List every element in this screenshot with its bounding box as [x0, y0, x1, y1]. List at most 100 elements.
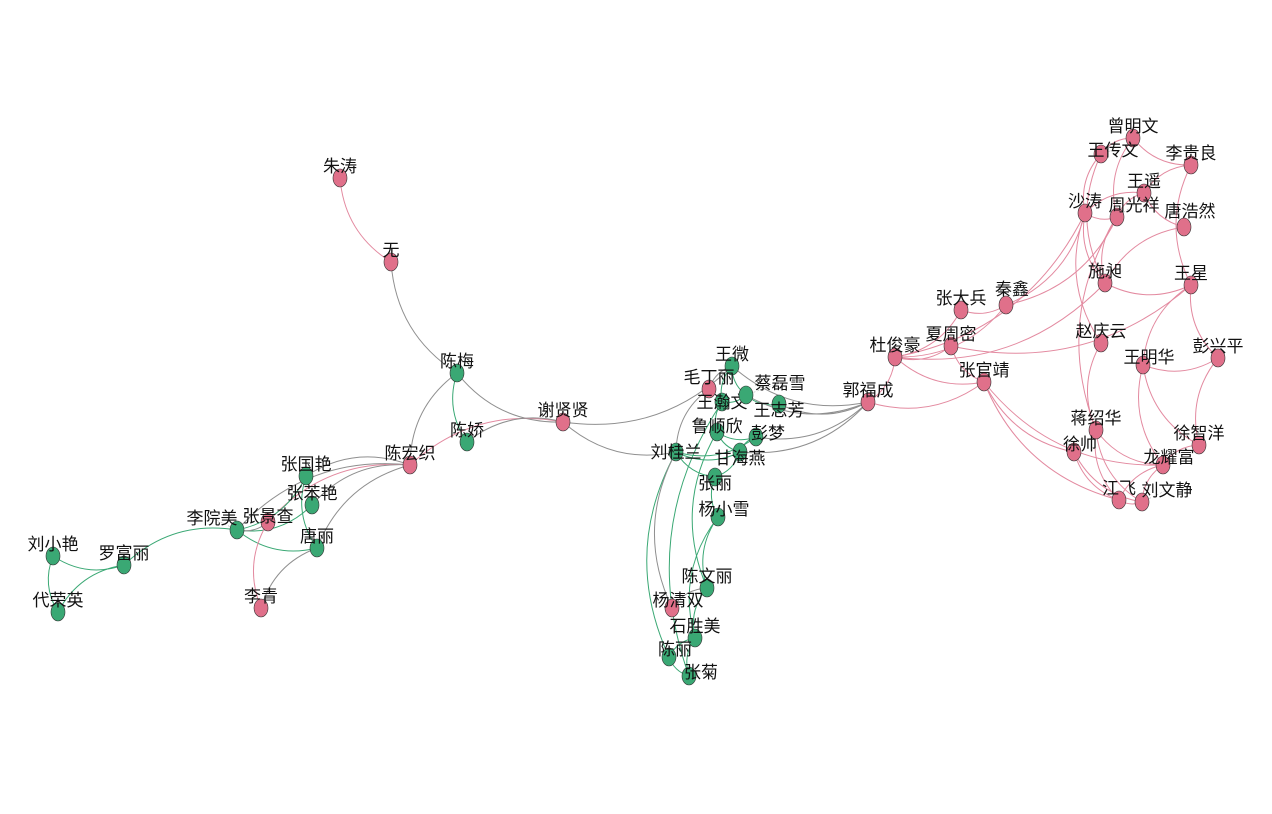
- node[interactable]: 刘桂兰: [651, 442, 702, 463]
- node-circle[interactable]: [449, 363, 465, 383]
- node-circle[interactable]: [1210, 348, 1226, 368]
- node-circle[interactable]: [383, 252, 399, 272]
- node-circle[interactable]: [953, 300, 969, 320]
- node-circle[interactable]: [1097, 273, 1113, 293]
- node[interactable]: 张官靖: [959, 361, 1010, 392]
- node-circle[interactable]: [555, 412, 571, 432]
- node-circle[interactable]: [1191, 435, 1207, 455]
- node-circle[interactable]: [943, 336, 959, 356]
- node-circle[interactable]: [860, 392, 876, 412]
- node-circle[interactable]: [45, 546, 61, 566]
- node[interactable]: 陈梅: [440, 352, 474, 383]
- node[interactable]: 石胜美: [670, 617, 721, 648]
- node[interactable]: 陈宏织: [385, 444, 436, 475]
- node-circle[interactable]: [887, 347, 903, 367]
- node[interactable]: 代荣英: [33, 591, 84, 622]
- node-circle[interactable]: [1183, 155, 1199, 175]
- node-circle[interactable]: [1077, 203, 1093, 223]
- node-circle[interactable]: [709, 422, 725, 442]
- node-circle[interactable]: [1088, 420, 1104, 440]
- node[interactable]: 王传文: [1088, 141, 1139, 164]
- node[interactable]: 龙耀富: [1144, 448, 1195, 475]
- node[interactable]: 张景查: [243, 507, 294, 532]
- node[interactable]: 罗富丽: [99, 544, 150, 575]
- node-circle[interactable]: [253, 598, 269, 618]
- node[interactable]: 蒋绍华: [1071, 409, 1122, 440]
- node[interactable]: 杨清双: [653, 591, 704, 618]
- node-circle[interactable]: [707, 467, 723, 487]
- node[interactable]: 刘小艳: [28, 535, 79, 566]
- node-circle[interactable]: [681, 666, 697, 686]
- node[interactable]: 张大兵: [936, 289, 987, 320]
- node-circle[interactable]: [771, 394, 787, 414]
- node-circle[interactable]: [1109, 207, 1125, 227]
- node[interactable]: 甘海燕: [715, 442, 766, 469]
- node[interactable]: 谢贤贤: [538, 401, 589, 432]
- node-circle[interactable]: [402, 455, 418, 475]
- node[interactable]: 李贵良: [1166, 144, 1217, 175]
- node-circle[interactable]: [724, 356, 740, 376]
- node[interactable]: 唐浩然: [1165, 201, 1216, 237]
- node[interactable]: 夏周密: [926, 325, 977, 356]
- node[interactable]: 陈文丽: [682, 567, 733, 598]
- node[interactable]: 毛丁丽: [684, 368, 735, 399]
- node-circle[interactable]: [1155, 455, 1171, 475]
- node[interactable]: 陈娇: [450, 421, 484, 452]
- node-circle[interactable]: [664, 598, 680, 618]
- node[interactable]: 徐帅: [1063, 435, 1097, 462]
- node[interactable]: 施昶: [1088, 262, 1122, 293]
- node[interactable]: 王瀚文: [697, 392, 748, 413]
- node-circle[interactable]: [699, 578, 715, 598]
- node[interactable]: 徐智洋: [1174, 424, 1225, 455]
- node-circle[interactable]: [661, 647, 677, 667]
- node-circle[interactable]: [1183, 275, 1199, 295]
- node-circle[interactable]: [998, 295, 1014, 315]
- node-circle[interactable]: [1176, 217, 1192, 237]
- node-circle[interactable]: [332, 168, 348, 188]
- node[interactable]: 张国艳: [281, 455, 332, 486]
- node-circle[interactable]: [1111, 490, 1127, 510]
- node-circle[interactable]: [1093, 333, 1109, 353]
- node[interactable]: 朱涛: [323, 157, 357, 188]
- node-circle[interactable]: [701, 379, 717, 399]
- node[interactable]: 张丽: [698, 467, 732, 494]
- node[interactable]: 王微: [715, 345, 749, 376]
- node-circle[interactable]: [714, 392, 730, 412]
- node-circle[interactable]: [459, 432, 475, 452]
- node[interactable]: 鲁顺欣: [692, 417, 743, 442]
- node[interactable]: 杨小雪: [699, 500, 750, 527]
- node-circle[interactable]: [738, 385, 754, 405]
- node-circle[interactable]: [1135, 355, 1151, 375]
- node-circle[interactable]: [50, 602, 66, 622]
- node[interactable]: 无: [383, 241, 400, 272]
- node[interactable]: 陈丽: [658, 640, 692, 667]
- node[interactable]: 王星: [1174, 264, 1208, 295]
- node[interactable]: 秦鑫: [995, 280, 1029, 315]
- node[interactable]: 李院美: [187, 509, 245, 540]
- node-circle[interactable]: [976, 372, 992, 392]
- node[interactable]: 张菊: [681, 663, 718, 686]
- node[interactable]: 王遥: [1127, 172, 1161, 203]
- node-circle[interactable]: [298, 466, 314, 486]
- node-circle[interactable]: [229, 520, 245, 540]
- node-circle[interactable]: [1134, 492, 1150, 512]
- node-circle[interactable]: [1066, 442, 1082, 462]
- node[interactable]: 蔡磊雪: [738, 374, 806, 405]
- node[interactable]: 赵庆云: [1076, 322, 1127, 353]
- node[interactable]: 杜俊豪: [870, 335, 921, 367]
- node-circle[interactable]: [732, 442, 748, 462]
- node[interactable]: 李青: [244, 587, 278, 618]
- node[interactable]: 彭兴平: [1193, 337, 1244, 368]
- node-circle[interactable]: [687, 628, 703, 648]
- node[interactable]: 沙涛: [1068, 192, 1102, 223]
- node[interactable]: 王明华: [1124, 348, 1175, 375]
- node-circle[interactable]: [260, 512, 276, 532]
- node[interactable]: 王志芳: [754, 394, 805, 421]
- node-circle[interactable]: [304, 495, 320, 515]
- node-circle[interactable]: [748, 427, 764, 447]
- node[interactable]: 唐丽: [300, 526, 334, 558]
- node-circle[interactable]: [1136, 183, 1152, 203]
- node-circle[interactable]: [710, 507, 726, 527]
- node[interactable]: 彭梦: [748, 424, 785, 447]
- node[interactable]: 江飞: [1102, 479, 1136, 510]
